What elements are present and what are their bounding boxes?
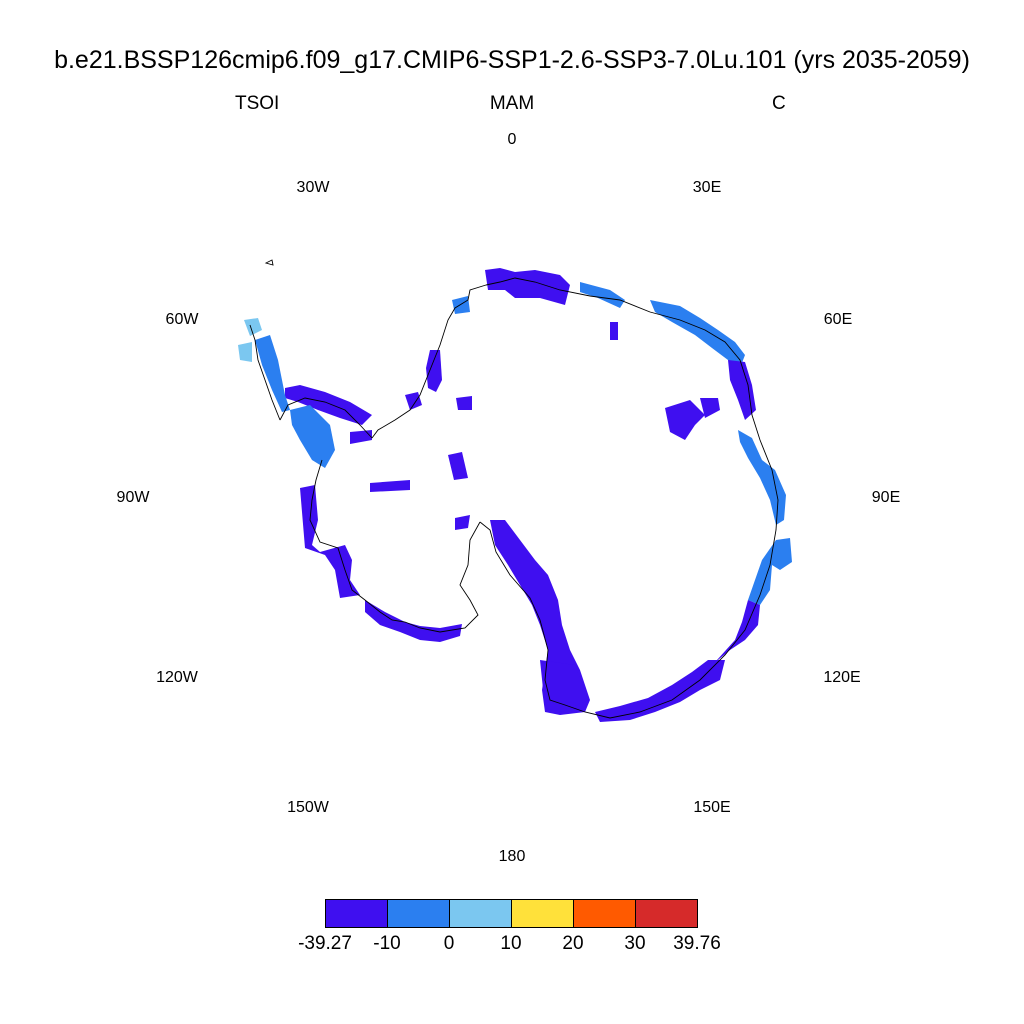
colorbar-label-20: 20 (562, 933, 584, 954)
field-cell-region (350, 430, 372, 444)
plot-title: b.e21.BSSP126cmip6.f09_g17.CMIP6-SSP1-2.… (54, 46, 970, 74)
lon-label-120e: 120E (823, 669, 861, 686)
lon-label-150e: 150E (693, 799, 731, 816)
colorbar-box (573, 899, 636, 928)
field-cell-region (452, 296, 470, 314)
field-cell-region (300, 485, 360, 598)
lon-label-30w: 30W (296, 179, 330, 196)
lon-label-30e: 30E (692, 179, 722, 196)
field-cell-region (455, 515, 470, 530)
field-cell-region (595, 660, 725, 722)
field-cell-region (370, 480, 410, 492)
units-label: C (772, 93, 786, 114)
lon-label-120w: 120W (156, 669, 198, 686)
field-cell-region (610, 322, 618, 340)
field-cell-region (665, 400, 705, 440)
field-cell-region (708, 600, 760, 670)
field-cell-region (650, 300, 745, 368)
lon-label-90w: 90W (116, 489, 150, 506)
field-cell-region (255, 335, 290, 412)
field-cell-region (290, 405, 335, 468)
field-cell-region (405, 392, 422, 410)
colorbar (325, 899, 698, 928)
lon-label-60w: 60W (165, 311, 199, 328)
field-cell-region (728, 360, 756, 420)
lon-label-150w: 150W (287, 799, 329, 816)
colorbar-label-min: -39.27 (298, 933, 352, 954)
field-cell-region (748, 538, 792, 605)
field-cell-region (580, 282, 625, 308)
lon-label-90e: 90E (871, 489, 901, 506)
field-cell-region (485, 268, 570, 305)
colorbar-box (325, 899, 388, 928)
field-cell-region (244, 318, 262, 336)
variable-name: TSOI (235, 93, 280, 114)
colorbar-label-max: 39.76 (673, 933, 721, 954)
field-cell-region (738, 430, 786, 525)
season-label: MAM (489, 93, 535, 114)
lon-label-0: 0 (507, 131, 517, 148)
colorbar-box (449, 899, 512, 928)
field-cell-region (700, 398, 720, 418)
field-cell-region (456, 396, 472, 410)
lon-label-60e: 60E (823, 311, 853, 328)
colorbar-box (511, 899, 574, 928)
colorbar-label-minus10: -10 (373, 933, 401, 954)
colorbar-label-0: 0 (443, 933, 455, 954)
colorbar-label-30: 30 (624, 933, 646, 954)
antarctica-coastline (249, 259, 779, 719)
field-cell-region (426, 350, 442, 392)
field-cell-region (540, 660, 588, 712)
field-cell-region (238, 342, 252, 362)
field-cell-region (365, 600, 462, 642)
field-cell-region (448, 452, 468, 480)
soil-temperature-field (238, 268, 792, 722)
colorbar-box (635, 899, 698, 928)
lon-label-180: 180 (498, 848, 526, 865)
colorbar-label-10: 10 (500, 933, 522, 954)
colorbar-box (387, 899, 450, 928)
